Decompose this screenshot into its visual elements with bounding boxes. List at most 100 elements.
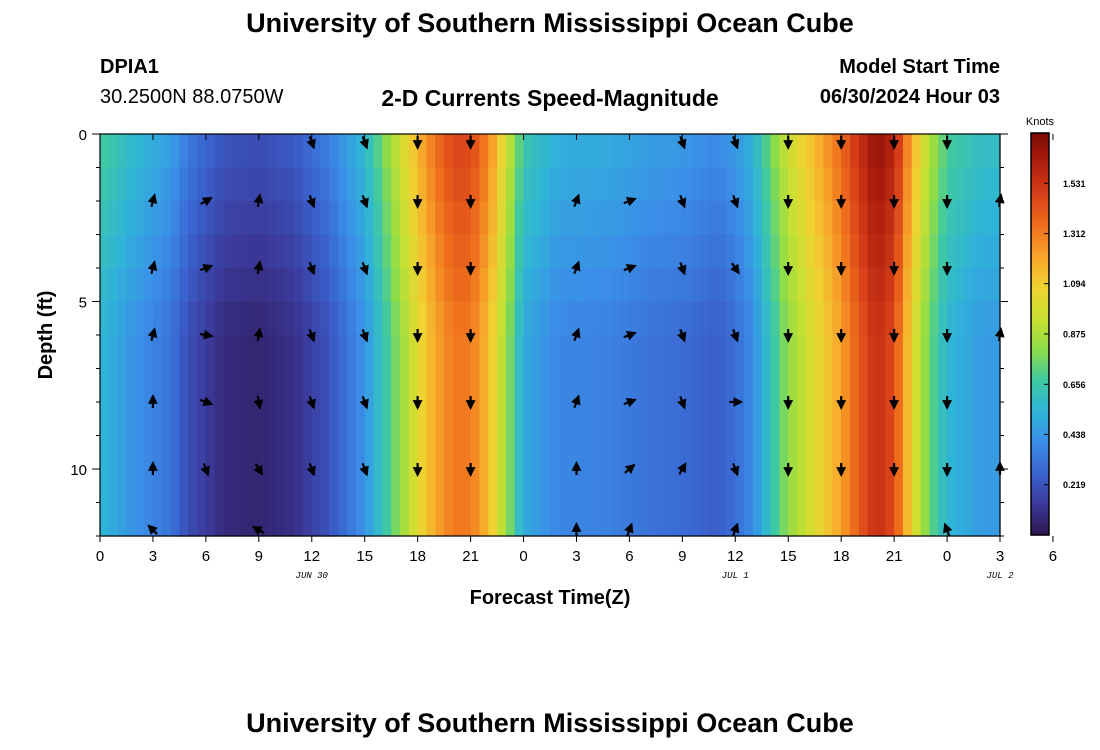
heatmap-cell — [797, 134, 807, 169]
heatmap-cell — [461, 268, 472, 303]
current-arrow — [359, 463, 369, 477]
heatmap-cell — [452, 134, 463, 169]
heatmap-cell — [144, 368, 154, 403]
colorbar-segment — [1031, 504, 1049, 509]
heatmap-cell — [470, 335, 481, 370]
heatmap-cell — [673, 368, 683, 403]
heatmap-cell — [144, 201, 154, 236]
heatmap-cell — [214, 335, 225, 370]
heatmap-cell — [426, 167, 436, 202]
current-arrow — [729, 522, 740, 536]
heatmap-cell — [770, 435, 781, 470]
heatmap-cell — [691, 234, 701, 269]
heatmap-cell — [700, 301, 710, 336]
heatmap-cell — [135, 469, 145, 504]
heatmap-cell — [108, 134, 119, 169]
heatmap-cell — [250, 469, 260, 504]
heatmap-cell — [276, 268, 286, 303]
heatmap-cell — [470, 402, 481, 437]
date-label: JUN 30 — [296, 571, 329, 581]
heatmap-cell — [841, 234, 851, 269]
current-arrow — [677, 462, 687, 475]
colorbar-segment — [1031, 176, 1049, 181]
heatmap-cell — [435, 134, 445, 169]
heatmap-cell — [241, 167, 251, 202]
colorbar-segment — [1031, 313, 1049, 318]
heatmap-cell — [814, 268, 825, 303]
heatmap-cell — [267, 134, 278, 169]
heatmap-cell — [505, 134, 516, 169]
heatmap-cell — [400, 201, 410, 236]
heatmap-cell — [629, 335, 639, 370]
heatmap-cell — [523, 368, 533, 403]
heatmap-cell — [991, 469, 1001, 504]
heatmap-cell — [294, 402, 304, 437]
colorbar-segment — [1031, 357, 1049, 362]
heatmap-cell — [479, 234, 489, 269]
heatmap-cell — [576, 134, 586, 169]
current-arrow — [359, 396, 369, 410]
heatmap-cell — [197, 201, 207, 236]
heatmap-cell — [735, 335, 745, 370]
heatmap-cell — [850, 469, 860, 504]
heatmap-cell — [841, 335, 851, 370]
current-arrow — [306, 396, 316, 410]
heatmap-cell — [752, 335, 763, 370]
heatmap-cell — [514, 301, 525, 336]
heatmap-cell — [373, 234, 383, 269]
heatmap-cell — [805, 469, 816, 504]
heatmap-cell — [576, 335, 586, 370]
heatmap-cell — [629, 234, 639, 269]
heatmap-cell — [867, 469, 878, 504]
heatmap-cell — [700, 234, 710, 269]
heatmap-cell — [885, 435, 895, 470]
heatmap-cell — [602, 301, 613, 336]
heatmap-cell — [735, 435, 745, 470]
heatmap-cell — [505, 234, 516, 269]
heatmap-cell — [197, 402, 207, 437]
heatmap-cell — [179, 335, 189, 370]
heatmap-cell — [276, 368, 286, 403]
heatmap-cell — [223, 134, 233, 169]
heatmap-cell — [188, 402, 198, 437]
heatmap-cell — [355, 201, 366, 236]
heatmap-cell — [920, 435, 931, 470]
heatmap-cell — [814, 335, 825, 370]
heatmap-cell — [391, 502, 401, 537]
heatmap-cell — [752, 402, 763, 437]
heatmap-cell — [382, 469, 392, 504]
heatmap-cell — [585, 167, 595, 202]
heatmap-cell — [594, 368, 604, 403]
colorbar-segment — [1031, 310, 1049, 315]
date-label: JUL 2 — [986, 571, 1014, 581]
heatmap-cell — [647, 201, 657, 236]
colorbar-segment — [1031, 397, 1049, 402]
colorbar-segment — [1031, 189, 1049, 194]
heatmap-cell — [885, 134, 895, 169]
heatmap-cell — [717, 402, 728, 437]
heatmap-cell — [541, 402, 551, 437]
heatmap-cell — [664, 301, 675, 336]
heatmap-cell — [550, 368, 560, 403]
heatmap-cell — [241, 234, 251, 269]
heatmap-cell — [214, 234, 225, 269]
heatmap-cell — [876, 167, 886, 202]
heatmap-cell — [832, 469, 842, 504]
heatmap-cell — [911, 234, 922, 269]
heatmap-cell — [991, 201, 1001, 236]
heatmap-cell — [294, 167, 304, 202]
heatmap-cell — [682, 368, 692, 403]
heatmap-cell — [841, 301, 851, 336]
heatmap-cell — [629, 201, 639, 236]
heatmap-cell — [276, 301, 286, 336]
heatmap-cell — [929, 469, 939, 504]
heatmap-cell — [232, 435, 242, 470]
heatmap-cell — [117, 469, 128, 504]
heatmap-cell — [973, 268, 983, 303]
heatmap-cell — [611, 502, 622, 537]
heatmap-cell — [876, 335, 886, 370]
heatmap-cell — [488, 469, 498, 504]
heatmap-cell — [982, 234, 992, 269]
heatmap-cell — [823, 201, 833, 236]
